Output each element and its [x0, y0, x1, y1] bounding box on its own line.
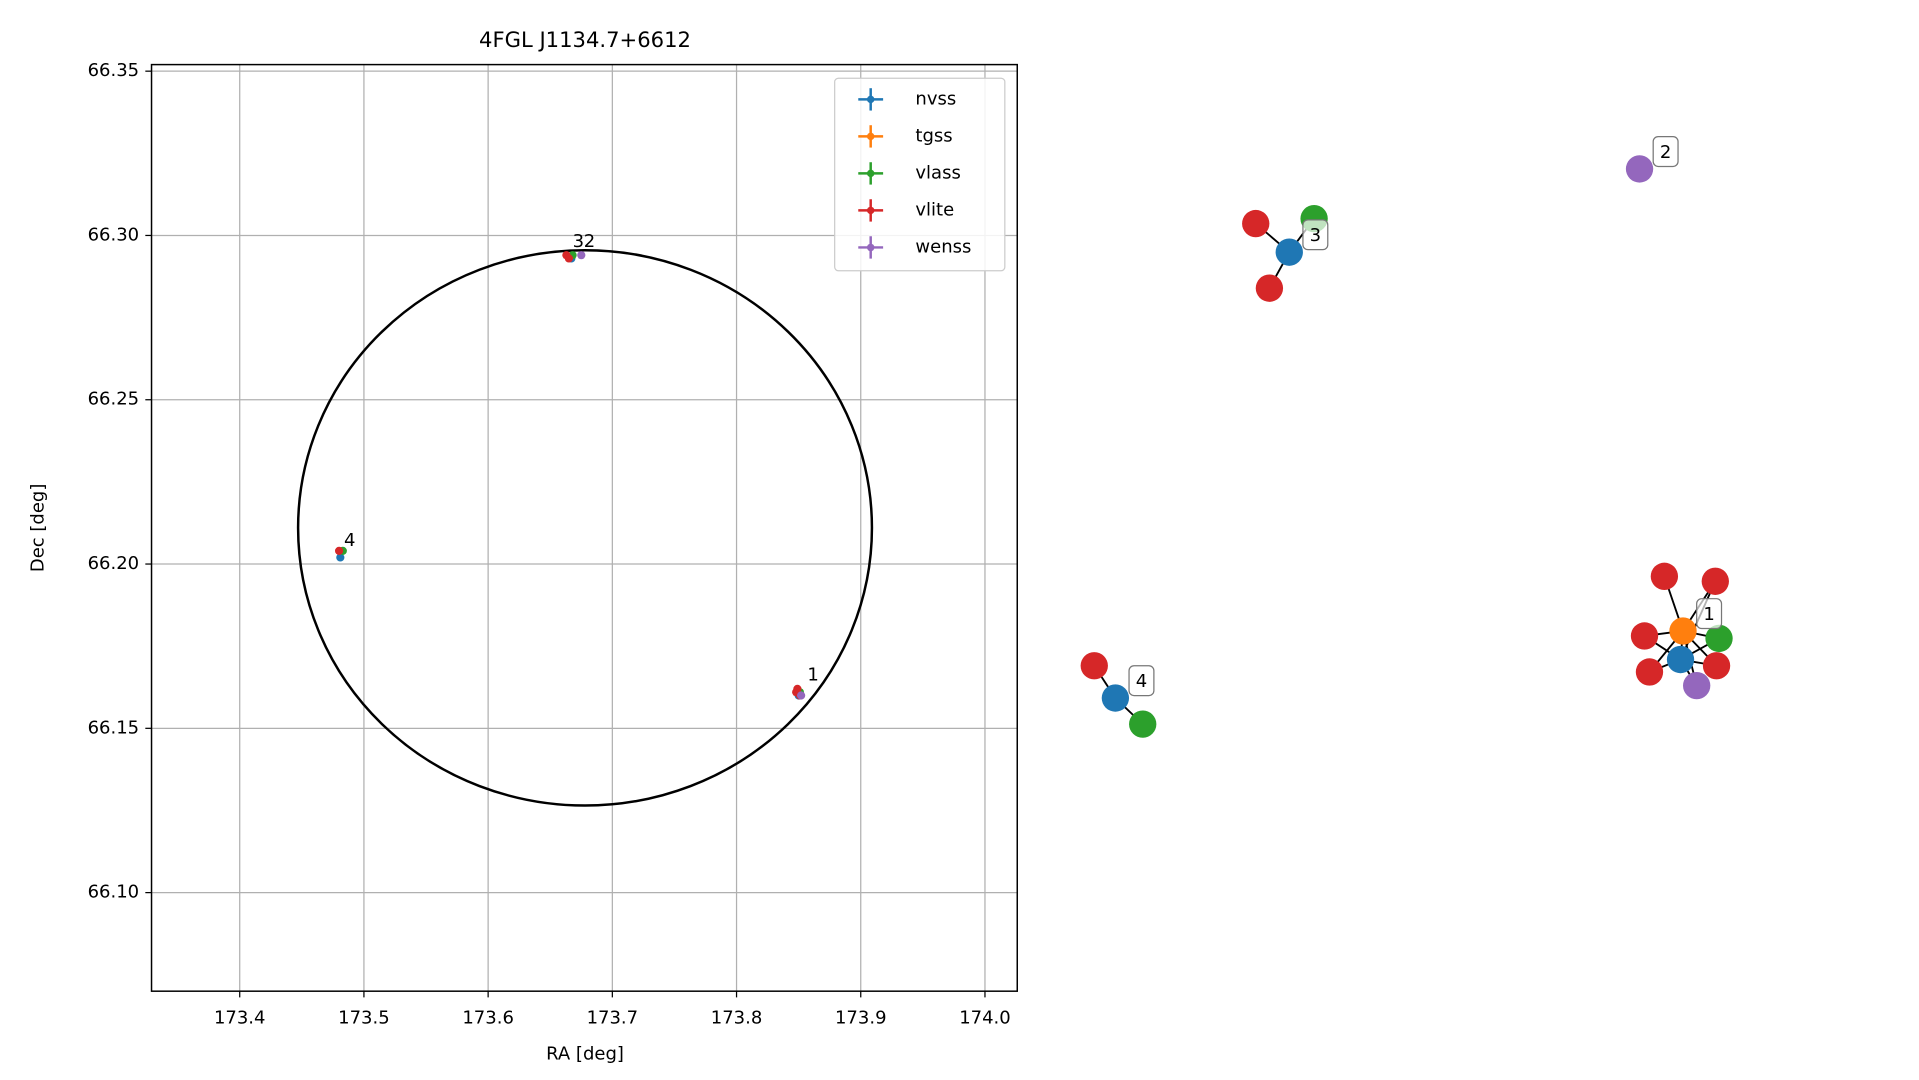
legend-label: vlite: [915, 199, 954, 220]
annotation: 1: [807, 665, 818, 686]
plot-frame: [150, 63, 1019, 992]
node-label-box: [1652, 136, 1679, 168]
x-tick-label: 173.5: [338, 1008, 390, 1029]
y-tick-label: 66.30: [88, 224, 140, 245]
node: [1275, 238, 1303, 266]
y-tick-label: 66.35: [88, 60, 140, 81]
node: [1630, 622, 1659, 650]
point: [577, 251, 586, 260]
region: [296, 249, 874, 807]
node: [1683, 671, 1711, 700]
legend-marker: [866, 169, 875, 178]
node-label: 1: [1703, 604, 1714, 625]
point: [793, 684, 802, 693]
node: [1702, 652, 1731, 680]
annotation: 4: [344, 530, 355, 551]
x-tick-label: 173.9: [835, 1008, 887, 1029]
x-tick-label: 174.0: [959, 1008, 1011, 1029]
chart-title: 4FGL J1134.7+6612: [479, 27, 691, 52]
node: [1666, 645, 1695, 674]
legend-marker: [866, 206, 875, 215]
y-tick-label: 66.25: [88, 389, 140, 410]
node: [1650, 562, 1679, 590]
node-label-box: [1128, 665, 1155, 697]
annotation: 3: [573, 231, 584, 252]
node-label: 4: [1136, 671, 1147, 692]
point: [797, 691, 806, 700]
y-axis-label: Dec [deg]: [28, 484, 49, 573]
legend-marker: [866, 95, 875, 104]
node: [1080, 652, 1108, 680]
point: [336, 553, 345, 562]
x-tick-label: 173.4: [214, 1008, 266, 1029]
point: [334, 546, 344, 555]
node: [1625, 155, 1654, 183]
y-tick-label: 66.20: [88, 553, 140, 574]
node-label: 3: [1310, 225, 1321, 246]
node-label-box: [1302, 219, 1329, 251]
annotation: 2: [584, 231, 595, 252]
legend-marker: [866, 243, 875, 252]
x-tick-label: 173.7: [587, 1008, 639, 1029]
node: [1705, 624, 1733, 653]
x-tick-label: 173.8: [711, 1008, 763, 1029]
node: [1242, 209, 1270, 238]
node: [1101, 684, 1130, 712]
y-tick-label: 66.15: [88, 717, 140, 738]
node: [1255, 274, 1284, 302]
x-tick-label: 173.6: [462, 1008, 514, 1029]
legend-label: nvss: [915, 88, 956, 109]
node-label: 2: [1660, 142, 1671, 163]
node: [1669, 617, 1697, 645]
y-tick-label: 66.10: [88, 882, 140, 903]
legend-marker: [866, 132, 875, 141]
point: [564, 254, 573, 263]
node: [1635, 658, 1664, 686]
legend-label: wenss: [915, 236, 971, 257]
node-label-box: [1696, 598, 1723, 630]
legend-label: tgss: [915, 125, 952, 146]
node: [1129, 710, 1157, 738]
x-axis-label: RA [deg]: [546, 1044, 624, 1065]
legend-box: [834, 77, 1006, 272]
legend-label: vlass: [915, 162, 960, 183]
node: [1701, 567, 1729, 595]
